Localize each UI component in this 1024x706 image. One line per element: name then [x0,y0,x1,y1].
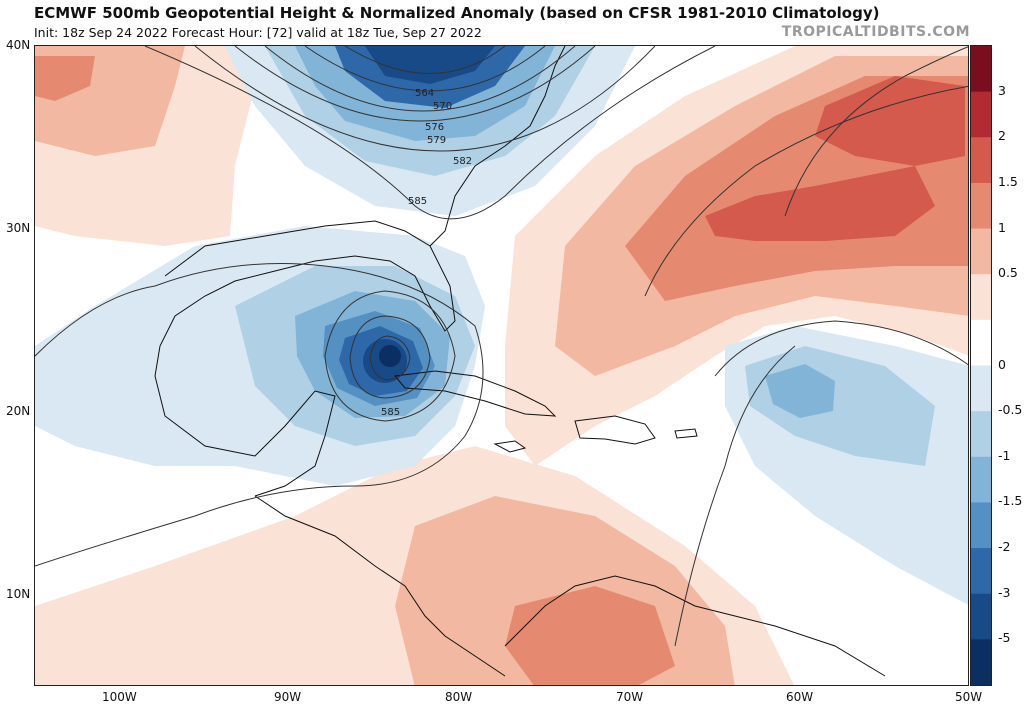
contour-atlantic-ridge-inner [784,46,968,217]
coastline-hispaniola [574,415,656,445]
cool-anomaly-center [379,345,401,367]
lon-label-80w: 80W [445,690,473,704]
colorbar-swatch [971,137,991,184]
height-contours [35,46,968,647]
colorbar-label: 1.5 [998,173,1018,189]
chart-title: ECMWF 500mb Geopotential Height & Normal… [34,4,880,22]
chart-subtitle: Init: 18z Sep 24 2022 Forecast Hour: [72… [34,25,482,40]
contour-585-south [35,263,484,567]
contour-570 [304,46,546,92]
contour-label-582: 582 [453,156,472,167]
contour-low-ring-2 [349,315,431,399]
lon-label-90w: 90W [274,690,302,704]
colorbar-swatch [971,274,991,321]
contour-label-579: 579 [427,135,446,146]
contour-low-ring-3 [369,335,411,381]
anomaly-colorbar [970,45,992,686]
colorbar-label: 0 [998,356,1006,372]
contour-564 [344,46,506,74]
warm-anomaly-atlantic-core [705,166,935,241]
colorbar-swatch [971,548,991,595]
colorbar-swatch [971,319,991,366]
colorbar-label: -3 [998,584,1011,600]
colorbar-label: 2 [998,128,1006,144]
contour-labels: 564 570 576 579 582 585 585 [381,88,472,418]
colorbar-swatch [971,182,991,230]
coastline-florida [429,46,566,247]
colorbar-swatch [971,456,991,503]
coastline-central-america [254,495,506,677]
contour-low-ring-1 [324,290,456,422]
colorbar-label: -2 [998,539,1011,555]
coastline-south-america [504,575,886,677]
lon-label-100w: 100W [102,690,137,704]
lon-label-70w: 70W [616,690,644,704]
contour-atlantic-ridge [644,85,968,297]
colorbar-label: 3 [998,82,1006,98]
colorbar-label: -5 [998,630,1011,646]
contour-atlantic-east [714,320,968,377]
contour-585-north [144,46,716,220]
coastline-jamaica [493,440,527,453]
colorbar-label: 1 [998,219,1006,235]
colorbar-swatch [971,593,991,640]
contour-label-585-north: 585 [408,196,427,207]
contour-579 [234,46,596,122]
colorbar-label: -1 [998,447,1011,463]
lon-label-50w: 50W [955,690,983,704]
contour-label-564: 564 [415,88,434,99]
colorbar-label: -0.5 [998,402,1023,418]
coastline-puerto-rico [674,428,698,439]
colorbar-swatch [971,46,991,93]
colorbar-swatch [971,639,991,686]
colorbar-swatch [971,411,991,458]
colorbar-label: 0.5 [998,265,1018,281]
contour-label-576: 576 [425,122,444,133]
lat-label-40n: 40N [6,38,31,52]
cool-anomaly-atlantic-strong [765,364,835,418]
warm-anomaly-atlantic-core-north [815,76,965,166]
contour-576 [264,46,576,112]
lat-label-10n: 10N [6,587,31,601]
warm-anomaly-northwest-strong [35,56,95,101]
coastline-cuba [394,370,557,417]
coastline-yucatan [154,375,336,497]
coastlines [154,46,886,677]
colorbar-swatch [971,365,991,412]
colorbar-swatch [971,91,991,138]
cool-anomaly-northeast-core [365,46,495,84]
colorbar-swatch [971,502,991,549]
colorbar-swatches [971,46,991,686]
colorbar-swatch [971,228,991,275]
lat-label-30n: 30N [6,221,31,235]
coastline-gulf [154,220,456,377]
contour-label-585-south: 585 [381,407,400,418]
lat-label-20n: 20N [6,404,31,418]
contour-582 [194,46,656,152]
warm-anomaly-caribbean-strong [505,586,675,685]
contour-label-570: 570 [433,101,452,112]
anomaly-map: 564 570 576 579 582 585 585 [34,45,969,686]
colorbar-label: -1.5 [998,493,1023,509]
contour-atlantic-south [674,345,796,647]
brand-watermark: TROPICALTIDBITS.COM [781,24,970,40]
map-canvas: 564 570 576 579 582 585 585 [35,46,968,685]
lon-label-60w: 60W [786,690,814,704]
